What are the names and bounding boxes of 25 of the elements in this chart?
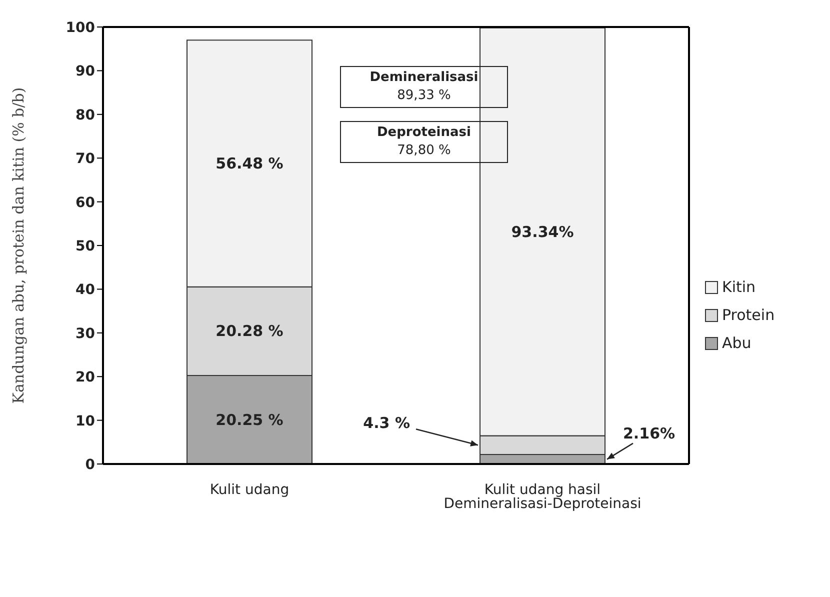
y-tick-label: 50 — [76, 238, 96, 254]
data-label: 20.28 % — [216, 322, 284, 340]
y-tick-label: 90 — [76, 64, 96, 80]
data-label: 56.48 % — [216, 154, 284, 172]
annotation: Deproteinasi 78,80 % — [377, 124, 471, 160]
y-tick-label: 10 — [76, 413, 96, 430]
data-label: 2.16% — [623, 424, 676, 442]
y-tick-label: 30 — [76, 326, 96, 342]
data-label: 93.34% — [511, 222, 574, 241]
data-label: 20.25 % — [216, 410, 284, 429]
x-tick-label: Kulit udang hasil Demineralisasi-Deproteinasi — [444, 482, 642, 512]
y-tick-label: 100 — [66, 20, 96, 36]
legend-label: Kitin — [722, 278, 756, 296]
y-tick-label: 0 — [85, 456, 96, 473]
y-tick-label: 40 — [76, 282, 96, 298]
legend-label: Abu — [722, 334, 752, 352]
y-axis-title: Kandungan abu, protein dan kitin (% b/b) — [9, 87, 28, 404]
y-tick-label: 70 — [76, 151, 96, 168]
legend-label: Protein — [722, 306, 775, 324]
y-tick-label: 60 — [76, 194, 96, 211]
x-tick-label: Kulit udang — [210, 482, 290, 498]
annotation: Demineralisasi 89,33 % — [370, 68, 478, 105]
y-tick-label: 80 — [76, 107, 96, 124]
y-tick-label: 20 — [76, 370, 96, 386]
data-label: 4.3 % — [363, 414, 410, 432]
